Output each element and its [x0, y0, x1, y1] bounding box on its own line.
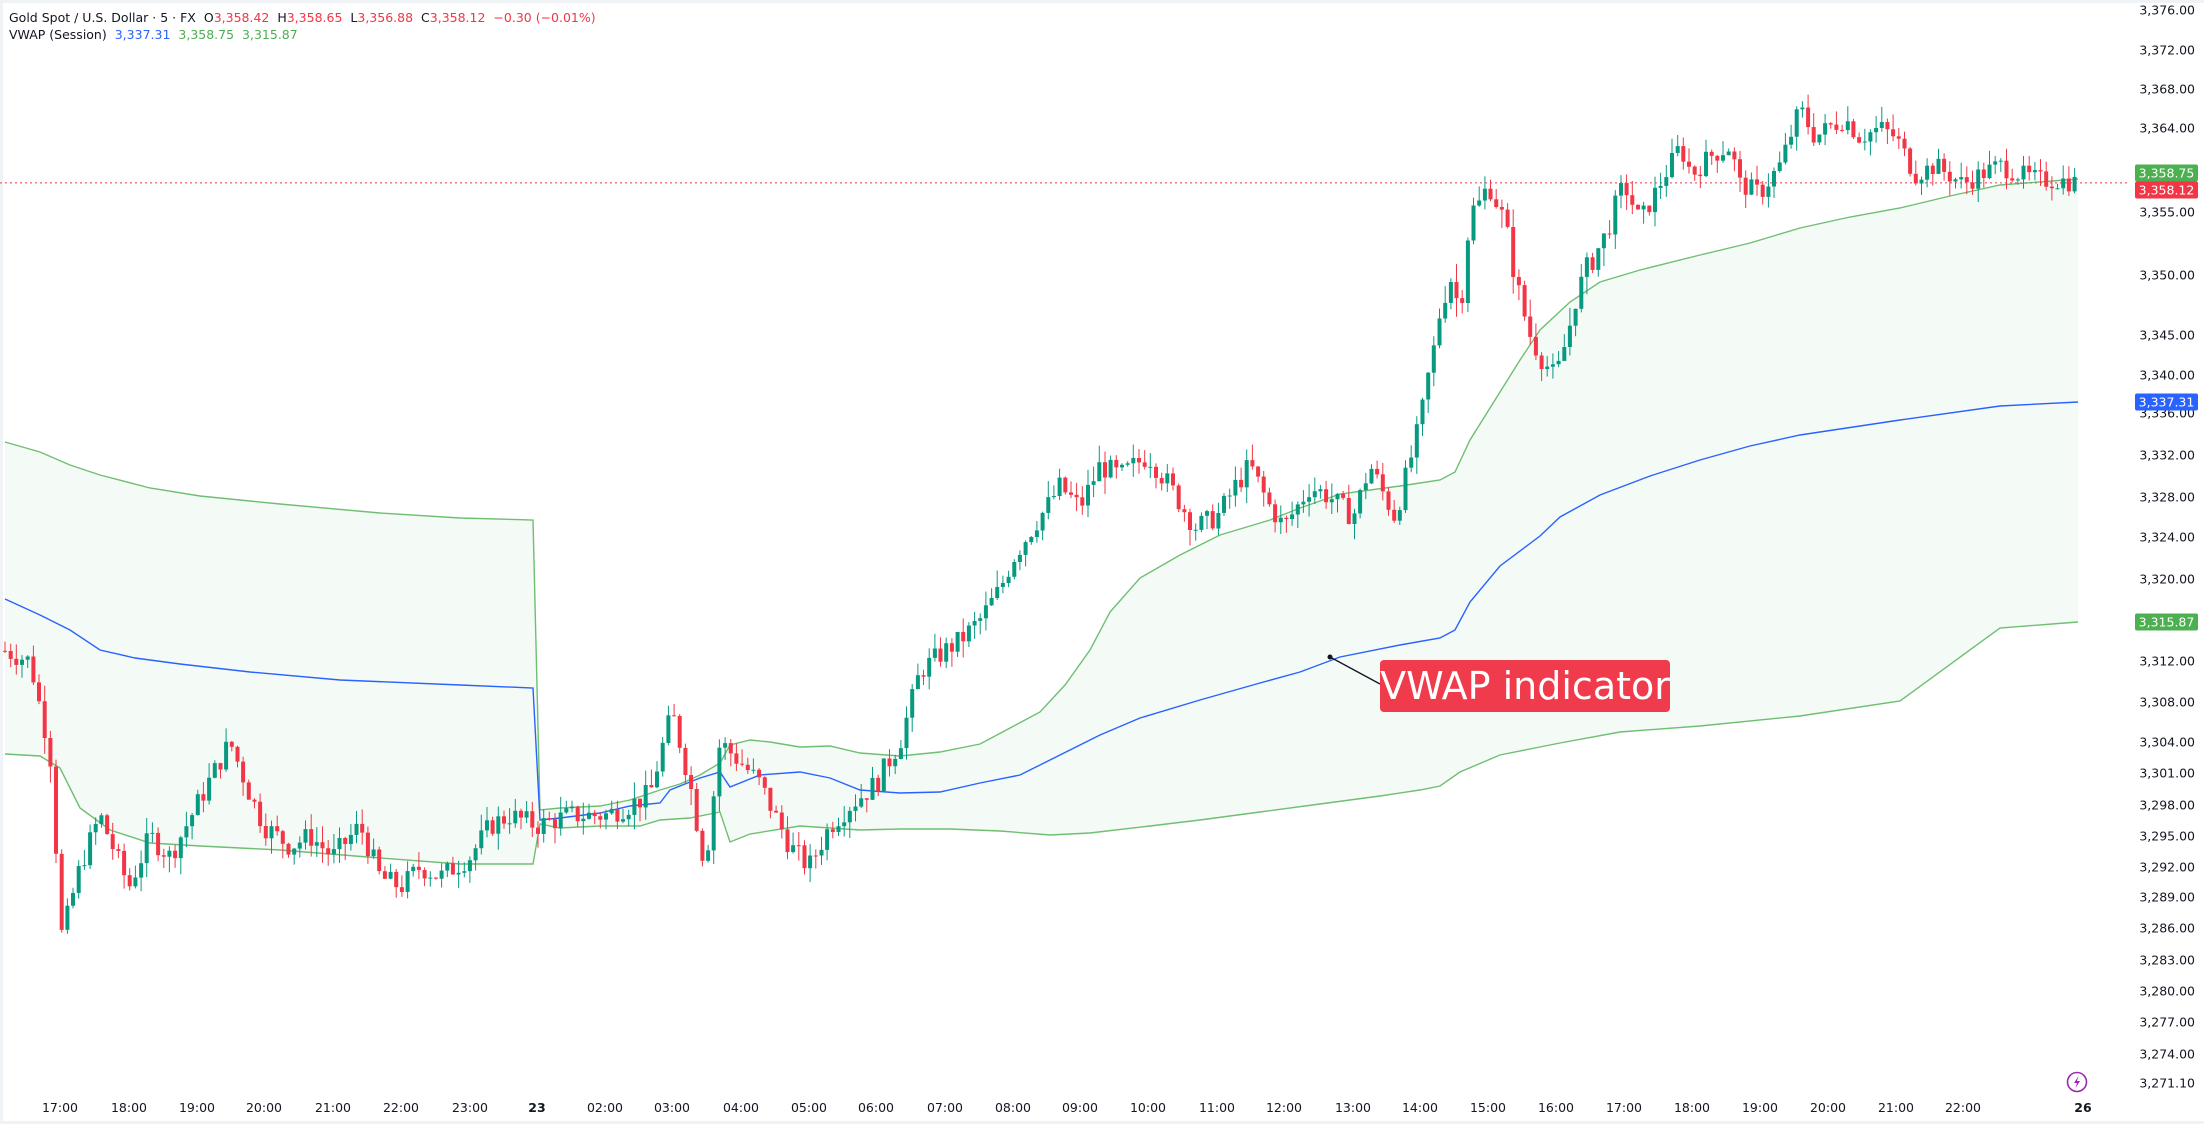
time-axis-label: 10:00 [1129, 1100, 1167, 1115]
time-axis-label: 05:00 [790, 1100, 828, 1115]
time-axis-label: 21:00 [314, 1100, 352, 1115]
chart-legend: Gold Spot / U.S. Dollar · 5 · FX O3,358.… [9, 9, 596, 43]
close-label: C [421, 10, 430, 25]
high-label: H [277, 10, 287, 25]
time-axis-label: 26 [2074, 1100, 2092, 1115]
time-axis-label: 04:00 [722, 1100, 760, 1115]
time-axis-label: 17:00 [1605, 1100, 1643, 1115]
indicator-row[interactable]: VWAP (Session) 3,337.31 3,358.75 3,315.8… [9, 26, 596, 43]
price-axis-label: 3,271.10 [2139, 1075, 2195, 1091]
lower-band-value: 3,315.87 [242, 27, 298, 42]
price-axis-label: 3,295.00 [2139, 828, 2195, 844]
time-axis-label: 22:00 [382, 1100, 420, 1115]
price-axis-label: 3,312.00 [2139, 653, 2195, 669]
time-axis-label: 17:00 [41, 1100, 79, 1115]
price-badge: 3,358.75 [2135, 164, 2198, 182]
price-axis-label: 3,372.00 [2139, 42, 2195, 58]
price-axis-label: 3,280.00 [2139, 983, 2195, 999]
price-axis-label: 3,350.00 [2139, 267, 2195, 283]
time-axis-label: 20:00 [245, 1100, 283, 1115]
price-axis-label: 3,345.00 [2139, 327, 2195, 343]
vwap-upper-band-line [4, 178, 2079, 811]
price-axis-label: 3,320.00 [2139, 571, 2195, 587]
lightning-icon[interactable] [2066, 1071, 2088, 1093]
open-label: O [203, 10, 214, 25]
price-axis-label: 3,332.00 [2139, 447, 2195, 463]
high-value: 3,358.65 [286, 10, 343, 25]
time-axis-label: 23:00 [451, 1100, 489, 1115]
vwap-annotation-label[interactable]: VWAP indicator [1380, 660, 1670, 712]
low-label: L [350, 10, 358, 25]
time-axis-label: 03:00 [653, 1100, 691, 1115]
time-axis-label: 16:00 [1537, 1100, 1575, 1115]
price-axis-label: 3,292.00 [2139, 859, 2195, 875]
vwap-line [4, 401, 2079, 821]
indicator-name: VWAP (Session) [9, 27, 107, 42]
price-axis-label: 3,328.00 [2139, 489, 2195, 505]
time-axis-label: 19:00 [178, 1100, 216, 1115]
price-axis-label: 3,340.00 [2139, 367, 2195, 383]
price-axis-label: 3,289.00 [2139, 889, 2195, 905]
price-axis-label: 3,355.00 [2139, 204, 2195, 220]
time-axis-label: 20:00 [1809, 1100, 1847, 1115]
candlestick-series [3, 94, 2077, 934]
price-axis-label: 3,283.00 [2139, 952, 2195, 968]
price-axis-label: 3,298.00 [2139, 797, 2195, 813]
symbol-row[interactable]: Gold Spot / U.S. Dollar · 5 · FX O3,358.… [9, 9, 596, 26]
upper-band-value: 3,358.75 [178, 27, 235, 42]
annotation-pointer-line [1329, 656, 1381, 685]
time-axis-label: 07:00 [926, 1100, 964, 1115]
price-badge: 3,315.87 [2135, 613, 2198, 631]
low-value: 3,356.88 [357, 10, 414, 25]
vwap-value: 3,337.31 [114, 27, 171, 42]
time-axis-label: 21:00 [1877, 1100, 1915, 1115]
open-value: 3,358.42 [213, 10, 270, 25]
time-axis-label: 11:00 [1198, 1100, 1236, 1115]
time-axis-label: 09:00 [1061, 1100, 1099, 1115]
price-axis-label: 3,301.00 [2139, 765, 2195, 781]
time-axis-label: 15:00 [1469, 1100, 1507, 1115]
change-value: −0.30 (−0.01%) [493, 10, 596, 25]
bottom-border [0, 1121, 2204, 1124]
time-axis-label: 22:00 [1944, 1100, 1982, 1115]
time-axis-label: 18:00 [110, 1100, 148, 1115]
price-axis-label: 3,324.00 [2139, 529, 2195, 545]
price-axis-label: 3,274.00 [2139, 1046, 2195, 1062]
time-axis-label: 06:00 [857, 1100, 895, 1115]
price-axis-label: 3,364.00 [2139, 120, 2195, 136]
price-badge: 3,358.12 [2135, 181, 2198, 199]
price-axis-label: 3,376.00 [2139, 2, 2195, 18]
price-axis-label: 3,286.00 [2139, 920, 2195, 936]
symbol-title: Gold Spot / U.S. Dollar · 5 · FX [9, 10, 196, 25]
vwap-lower-band-line [4, 621, 2079, 865]
price-axis-label: 3,277.00 [2139, 1014, 2195, 1030]
annotation-anchor-dot[interactable] [1327, 654, 1333, 660]
price-axis-label: 3,304.00 [2139, 734, 2195, 750]
price-axis-label: 3,368.00 [2139, 81, 2195, 97]
time-axis-label: 14:00 [1401, 1100, 1439, 1115]
time-axis-label: 02:00 [586, 1100, 624, 1115]
time-axis-label: 18:00 [1673, 1100, 1711, 1115]
time-axis-label: 19:00 [1741, 1100, 1779, 1115]
close-value: 3,358.12 [429, 10, 486, 25]
time-axis-label: 13:00 [1334, 1100, 1372, 1115]
time-axis-label: 12:00 [1265, 1100, 1303, 1115]
price-badge: 3,337.31 [2135, 393, 2198, 411]
time-axis-label: 23 [528, 1100, 546, 1115]
time-axis-label: 08:00 [994, 1100, 1032, 1115]
price-axis-label: 3,308.00 [2139, 694, 2195, 710]
